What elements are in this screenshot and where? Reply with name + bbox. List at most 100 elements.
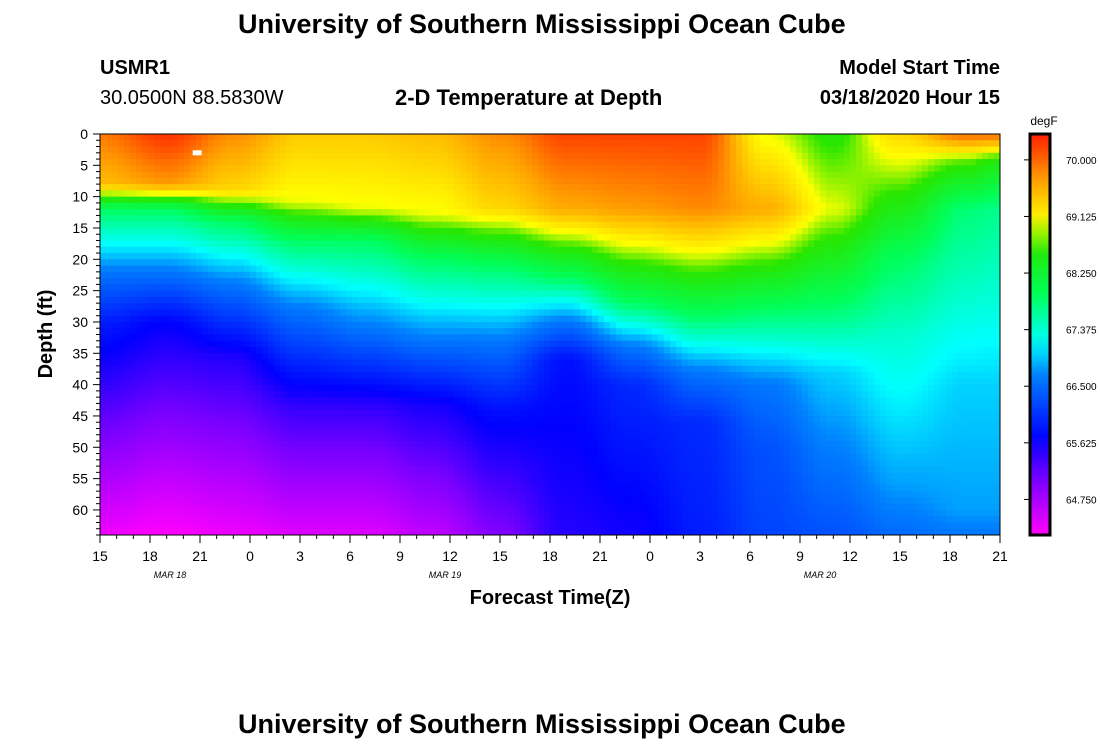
- heatmap-cell: [526, 190, 533, 198]
- heatmap-cell: [274, 347, 281, 354]
- heatmap-cell: [448, 353, 455, 361]
- heatmap-cell: [262, 284, 269, 292]
- heatmap-cell: [382, 472, 389, 480]
- heatmap-cell: [154, 378, 161, 386]
- heatmap-cell: [298, 428, 305, 436]
- heatmap-cell: [394, 290, 401, 298]
- heatmap-cell: [394, 284, 401, 292]
- heatmap-cell: [562, 265, 569, 273]
- heatmap-cell: [310, 177, 317, 185]
- heatmap-cell: [370, 296, 377, 304]
- heatmap-cell: [532, 340, 539, 348]
- heatmap-cell: [286, 290, 293, 298]
- heatmap-cell: [184, 152, 191, 160]
- heatmap-cell: [556, 284, 563, 292]
- heatmap-cell: [472, 253, 479, 260]
- heatmap-cell: [400, 453, 407, 461]
- heatmap-cell: [448, 227, 455, 235]
- heatmap-cell: [130, 390, 137, 398]
- heatmap-cell: [442, 372, 449, 379]
- heatmap-cell: [328, 215, 335, 223]
- heatmap-cell: [418, 215, 425, 223]
- heatmap-cell: [418, 259, 425, 267]
- heatmap-cell: [490, 403, 497, 411]
- heatmap-cell: [520, 234, 527, 242]
- heatmap-cell: [190, 328, 197, 336]
- heatmap-cell: [148, 503, 155, 511]
- heatmap-cell: [460, 453, 467, 461]
- heatmap-cell: [388, 415, 395, 423]
- heatmap-cell: [460, 140, 467, 148]
- heatmap-cell: [406, 340, 413, 348]
- heatmap-cell: [490, 265, 497, 273]
- heatmap-cell: [400, 309, 407, 317]
- heatmap-cell: [400, 321, 407, 329]
- heatmap-cell: [412, 284, 419, 292]
- heatmap-cell: [376, 497, 383, 505]
- heatmap-cell: [214, 215, 221, 223]
- heatmap-cell: [460, 221, 467, 229]
- heatmap-cell: [472, 221, 479, 229]
- heatmap-cell: [484, 478, 491, 486]
- heatmap-cell: [460, 415, 467, 423]
- heatmap-cell: [442, 509, 449, 517]
- heatmap-cell: [400, 466, 407, 473]
- heatmap-cell: [478, 296, 485, 304]
- heatmap-cell: [496, 240, 503, 248]
- heatmap-cell: [214, 240, 221, 248]
- heatmap-cell: [124, 171, 131, 179]
- heatmap-cell: [370, 278, 377, 285]
- heatmap-cell: [184, 372, 191, 379]
- heatmap-cell: [526, 522, 533, 530]
- heatmap-cell: [136, 140, 143, 148]
- heatmap-cell: [376, 472, 383, 480]
- heatmap-cell: [430, 378, 437, 386]
- heatmap-cell: [184, 334, 191, 342]
- heatmap-cell: [160, 196, 167, 204]
- heatmap-cell: [202, 403, 209, 411]
- heatmap-cell: [184, 359, 191, 367]
- heatmap-cell: [334, 215, 341, 223]
- heatmap-cell: [502, 134, 509, 141]
- heatmap-cell: [268, 140, 275, 148]
- heatmap-cell: [502, 390, 509, 398]
- heatmap-cell: [472, 384, 479, 392]
- heatmap-cell: [496, 516, 503, 524]
- heatmap-cell: [526, 240, 533, 248]
- heatmap-cell: [316, 441, 323, 448]
- heatmap-cell: [478, 309, 485, 317]
- heatmap-cell: [100, 278, 107, 285]
- heatmap-cell: [382, 259, 389, 267]
- heatmap-cell: [124, 434, 131, 442]
- heatmap-cell: [124, 497, 131, 505]
- heatmap-cell: [538, 459, 545, 467]
- heatmap-cell: [100, 140, 107, 148]
- heatmap-cell: [112, 196, 119, 204]
- heatmap-cell: [406, 422, 413, 430]
- heatmap-cell: [478, 152, 485, 160]
- heatmap-cell: [316, 459, 323, 467]
- heatmap-cell: [448, 321, 455, 329]
- heatmap-cell: [424, 202, 431, 210]
- heatmap-cell: [274, 140, 281, 148]
- heatmap-cell: [550, 159, 557, 166]
- heatmap-cell: [202, 240, 209, 248]
- heatmap-cell: [406, 265, 413, 273]
- heatmap-cell: [352, 522, 359, 530]
- heatmap-cell: [166, 146, 173, 154]
- heatmap-cell: [412, 453, 419, 461]
- heatmap-cell: [424, 309, 431, 317]
- heatmap-cell: [154, 516, 161, 524]
- heatmap-cell: [190, 509, 197, 517]
- heatmap-cell: [202, 359, 209, 367]
- heatmap-cell: [286, 415, 293, 423]
- heatmap-cell: [406, 434, 413, 442]
- heatmap-cell: [448, 328, 455, 336]
- heatmap-cell: [100, 428, 107, 436]
- heatmap-cell: [430, 441, 437, 448]
- heatmap-cell: [172, 397, 179, 405]
- heatmap-cell: [538, 165, 545, 173]
- heatmap-cell: [484, 428, 491, 436]
- heatmap-cell: [106, 253, 113, 260]
- heatmap-cell: [436, 353, 443, 361]
